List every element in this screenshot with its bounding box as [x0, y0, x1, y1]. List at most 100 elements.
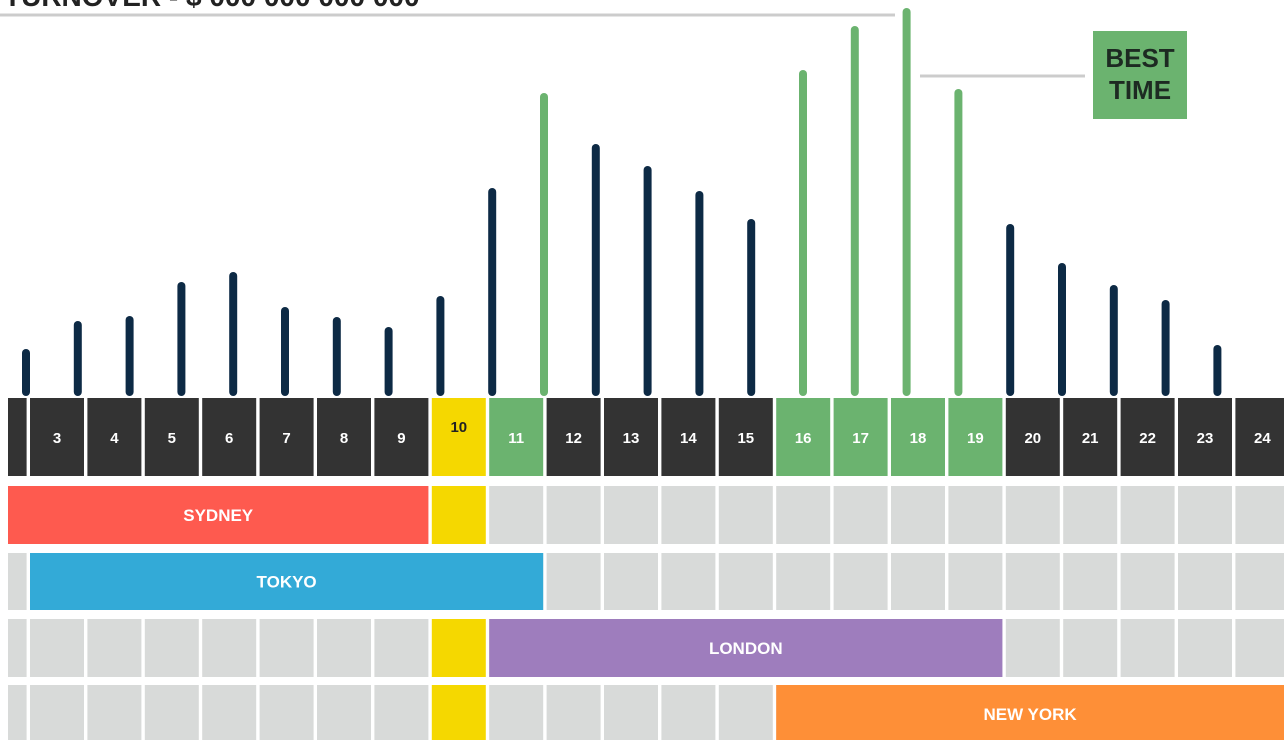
- grid-cell: [948, 486, 1003, 544]
- grid-cell: [317, 619, 371, 677]
- session-label: TOKYO: [257, 573, 317, 592]
- hour-cell: [776, 398, 831, 476]
- hour-label: 10: [450, 419, 467, 436]
- hour-label: 17: [852, 430, 869, 447]
- grid-cell: [718, 486, 773, 544]
- grid-cell: [1120, 553, 1175, 610]
- hour-label: 9: [397, 430, 405, 447]
- hour-cell: [948, 398, 1003, 476]
- hour-cell: [431, 398, 486, 476]
- grid-cell: [1235, 619, 1284, 677]
- grid-cell: [259, 619, 314, 677]
- hour-cell: [1178, 398, 1232, 476]
- hour-cell: [202, 398, 257, 476]
- grid-cell: [776, 486, 831, 544]
- grid-cell: [87, 685, 142, 740]
- hour-label: 8: [340, 430, 348, 447]
- hour-label: 5: [168, 430, 176, 447]
- grid-cell: [604, 685, 658, 740]
- grid-cell: [1005, 486, 1060, 544]
- grid-cell: [1235, 553, 1284, 610]
- grid-cell: [202, 619, 257, 677]
- grid-cell: [833, 486, 888, 544]
- hour-label: 13: [623, 430, 640, 447]
- hour-label: 6: [225, 430, 233, 447]
- grid-cell: [489, 486, 544, 544]
- hour-label: 11: [508, 430, 524, 447]
- grid-cell: [8, 685, 27, 740]
- grid-cell: [87, 619, 142, 677]
- grid-cell: [661, 553, 716, 610]
- grid-cell: [718, 685, 773, 740]
- hour-cell: [8, 398, 27, 476]
- hour-label: 21: [1082, 430, 1099, 447]
- hour-cell: [1005, 398, 1060, 476]
- hour-label: 7: [282, 430, 290, 447]
- grid-cell: [202, 685, 257, 740]
- hour-label: 20: [1024, 430, 1041, 447]
- session-bar: [776, 685, 1284, 740]
- hour-cell: [144, 398, 199, 476]
- grid-cell: [374, 619, 429, 677]
- hour-cell: [1235, 398, 1284, 476]
- grid-cell: [1005, 619, 1060, 677]
- hour-cell: [546, 398, 601, 476]
- hour-label: 12: [565, 430, 582, 447]
- grid-cell: [1063, 553, 1118, 610]
- grid-cell: [1178, 486, 1232, 544]
- hour-label: 18: [910, 430, 927, 447]
- grid-cell: [1235, 486, 1284, 544]
- grid-cell: [776, 553, 831, 610]
- callout-box: [1093, 31, 1187, 119]
- hour-cell: [374, 398, 429, 476]
- grid-cell: [8, 619, 27, 677]
- grid-cell: [546, 486, 601, 544]
- hour-cell: [259, 398, 314, 476]
- grid-cell: [718, 553, 773, 610]
- grid-cell: [1063, 486, 1118, 544]
- hour-label: 3: [53, 430, 61, 447]
- grid-cell: [259, 685, 314, 740]
- grid-cell: [8, 553, 27, 610]
- hour-label: 23: [1197, 430, 1214, 447]
- grid-cell: [431, 486, 486, 544]
- hour-cell: [604, 398, 658, 476]
- hour-cell: [30, 398, 84, 476]
- grid-cell: [1120, 619, 1175, 677]
- hour-cell: [87, 398, 142, 476]
- grid-cell: [891, 553, 945, 610]
- grid-cell: [661, 486, 716, 544]
- grid-cell: [546, 685, 601, 740]
- session-bar: [489, 619, 1003, 677]
- hour-cell: [661, 398, 716, 476]
- grid-cell: [891, 486, 945, 544]
- hour-cell: [891, 398, 945, 476]
- hour-label: 14: [680, 430, 697, 447]
- session-bar: [30, 553, 544, 610]
- grid-cell: [604, 553, 658, 610]
- hour-cell: [317, 398, 371, 476]
- session-label: LONDON: [709, 639, 783, 658]
- hour-cell: [833, 398, 888, 476]
- hour-label: 22: [1139, 430, 1156, 447]
- grid-cell: [1120, 486, 1175, 544]
- grid-cell: [30, 685, 84, 740]
- chart-title: TURNOVER - $ 000 000 000 000: [4, 0, 420, 12]
- grid-cell: [1178, 553, 1232, 610]
- hour-cell: [1120, 398, 1175, 476]
- hour-label: 16: [795, 430, 812, 447]
- hour-cell: [489, 398, 544, 476]
- grid-cell: [144, 619, 199, 677]
- grid-cell: [604, 486, 658, 544]
- session-bar: [8, 486, 429, 544]
- grid-cell: [1005, 553, 1060, 610]
- grid-cell: [546, 553, 601, 610]
- grid-cell: [1178, 619, 1232, 677]
- hour-label: 19: [967, 430, 984, 447]
- session-label: NEW YORK: [983, 705, 1077, 724]
- grid-cell: [948, 553, 1003, 610]
- grid-cell: [431, 619, 486, 677]
- grid-cell: [431, 685, 486, 740]
- grid-cell: [661, 685, 716, 740]
